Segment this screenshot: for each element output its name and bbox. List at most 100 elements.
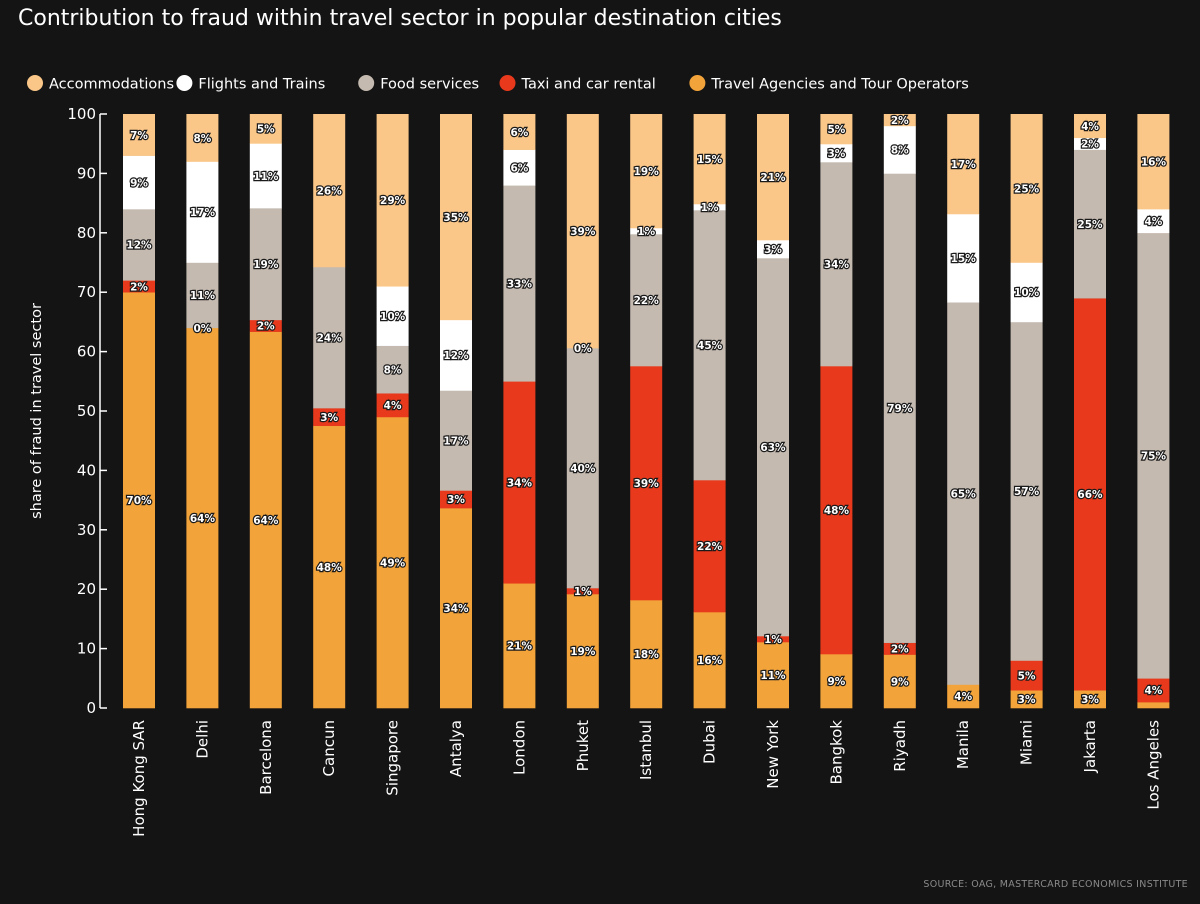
y-tick-label: 0: [86, 699, 96, 717]
data-label-taxi-and-car-rental: 5%: [1018, 670, 1036, 682]
bar-segment-food-services: [313, 266, 346, 409]
bar-segment-flights-and-trains: [123, 155, 155, 210]
bar-segment-taxi-and-car-rental: [820, 366, 853, 655]
bar-segment-food-services: [186, 262, 219, 329]
bar-segment-food-services: [1137, 232, 1170, 679]
bar-segment-travel-agencies-and-tour-operators: [123, 292, 155, 709]
category-label: Los Angeles: [1144, 720, 1162, 810]
data-label-taxi-and-car-rental: 4%: [384, 400, 402, 412]
data-label-taxi-and-car-rental: 48%: [824, 505, 850, 517]
category-label: Dubai: [701, 720, 719, 764]
bar-segment-taxi-and-car-rental: [249, 319, 282, 332]
bar-stack-miami: [1010, 114, 1043, 709]
bar-segment-taxi-and-car-rental: [503, 381, 536, 584]
legend-item-travel-agencies-and-tour-operators: Travel Agencies and Tour Operators: [689, 75, 969, 93]
category-label: Barcelona: [257, 720, 275, 795]
y-tick-label: 20: [77, 580, 96, 598]
legend-label: Flights and Trains: [198, 77, 325, 93]
y-tick-label: 60: [77, 343, 96, 361]
y-tick-label: 100: [67, 105, 96, 123]
data-label-accommodations: 35%: [443, 212, 469, 224]
bar-segment-food-services: [249, 208, 282, 321]
bar-segment-accommodations: [883, 114, 916, 127]
data-label-taxi-and-car-rental: 0%: [193, 323, 211, 335]
data-label-food-services: 34%: [824, 259, 850, 271]
data-label-taxi-and-car-rental: 2%: [130, 281, 148, 293]
bar-segment-accommodations: [757, 114, 789, 241]
bar-segment-accommodations: [630, 114, 663, 229]
data-label-accommodations: 2%: [891, 115, 909, 127]
bar-segment-taxi-and-car-rental: [376, 393, 409, 418]
y-tick-label: 10: [77, 640, 96, 658]
y-axis-label: share of fraud in travel sector: [29, 303, 45, 519]
bar-segment-travel-agencies-and-tour-operators: [566, 594, 599, 709]
bar-segment-food-services: [820, 162, 853, 367]
bar-segment-travel-agencies-and-tour-operators: [757, 642, 789, 709]
data-label-travel-agencies-and-tour-operators: 9%: [827, 676, 845, 688]
bar-segment-accommodations: [440, 114, 472, 321]
bar-segment-food-services: [1074, 149, 1106, 299]
bar-segment-accommodations: [376, 114, 409, 287]
data-label-food-services: 65%: [951, 488, 977, 500]
data-label-travel-agencies-and-tour-operators: 48%: [317, 562, 343, 574]
bar-segment-taxi-and-car-rental: [757, 636, 789, 643]
data-label-taxi-and-car-rental: 1%: [764, 634, 782, 646]
bar-segment-food-services: [566, 348, 599, 589]
bar-segment-flights-and-trains: [757, 240, 789, 259]
data-label-flights-and-trains: 15%: [951, 253, 977, 265]
data-label-flights-and-trains: 8%: [891, 145, 909, 157]
data-label-accommodations: 16%: [1141, 157, 1167, 169]
bar-segment-accommodations: [1010, 114, 1043, 263]
category-label: Phuket: [574, 720, 592, 771]
data-label-food-services: 40%: [570, 463, 596, 475]
bar-segment-taxi-and-car-rental: [1010, 660, 1043, 691]
y-tick-label: 90: [77, 164, 96, 182]
legend-swatch: [176, 75, 193, 91]
legend-label: Food services: [380, 77, 479, 93]
bar-segment-food-services: [440, 390, 472, 491]
bar-segment-food-services: [883, 173, 916, 643]
data-label-travel-agencies-and-tour-operators: 18%: [634, 649, 660, 661]
y-tick-label: 40: [77, 461, 96, 479]
bar-stack-los-angeles: [1137, 114, 1170, 709]
data-label-accommodations: 8%: [193, 133, 211, 145]
bar-segment-travel-agencies-and-tour-operators: [820, 654, 853, 709]
source-note: SOURCE: OAG, MASTERCARD ECONOMICS INSTIT…: [923, 879, 1188, 890]
data-label-flights-and-trains: 0%: [574, 343, 592, 355]
bar-segment-accommodations: [820, 114, 853, 145]
data-label-taxi-and-car-rental: 2%: [257, 321, 275, 333]
data-label-accommodations: 29%: [380, 195, 406, 207]
bar-segment-flights-and-trains: [630, 228, 663, 235]
bar-segment-taxi-and-car-rental: [1074, 298, 1106, 691]
legend-swatch: [499, 75, 516, 91]
bar-segment-food-services: [693, 210, 726, 481]
data-label-flights-and-trains: 3%: [827, 148, 845, 160]
data-label-flights-and-trains: 6%: [510, 162, 528, 174]
bar-segment-accommodations: [693, 114, 726, 205]
bar-stack-barcelona: [249, 114, 282, 709]
data-label-travel-agencies-and-tour-operators: 11%: [760, 670, 786, 682]
category-label: Jakarta: [1081, 720, 1099, 773]
bar-segment-accommodations: [503, 114, 536, 150]
bar-segment-food-services: [630, 234, 663, 367]
data-label-taxi-and-car-rental: 39%: [634, 478, 660, 490]
bar-segment-food-services: [123, 209, 155, 281]
bar-segment-accommodations: [186, 114, 219, 162]
category-label: Bangkok: [827, 720, 845, 785]
category-label: London: [510, 720, 528, 775]
bar-segment-travel-agencies-and-tour-operators: [503, 583, 536, 709]
bar-segment-food-services: [757, 258, 789, 637]
data-label-food-services: 22%: [634, 295, 660, 307]
category-label: New York: [764, 720, 782, 789]
data-label-taxi-and-car-rental: 3%: [447, 494, 465, 506]
legend-swatch: [27, 75, 43, 91]
data-label-food-services: 8%: [384, 364, 402, 376]
bar-segment-accommodations: [947, 114, 980, 215]
legend-swatch: [689, 75, 706, 91]
data-label-flights-and-trains: 1%: [637, 226, 655, 238]
data-label-accommodations: 15%: [697, 154, 723, 166]
data-label-taxi-and-car-rental: 3%: [320, 412, 338, 424]
category-label: Hong Kong SAR: [130, 720, 148, 837]
data-label-travel-agencies-and-tour-operators: 9%: [891, 676, 909, 688]
